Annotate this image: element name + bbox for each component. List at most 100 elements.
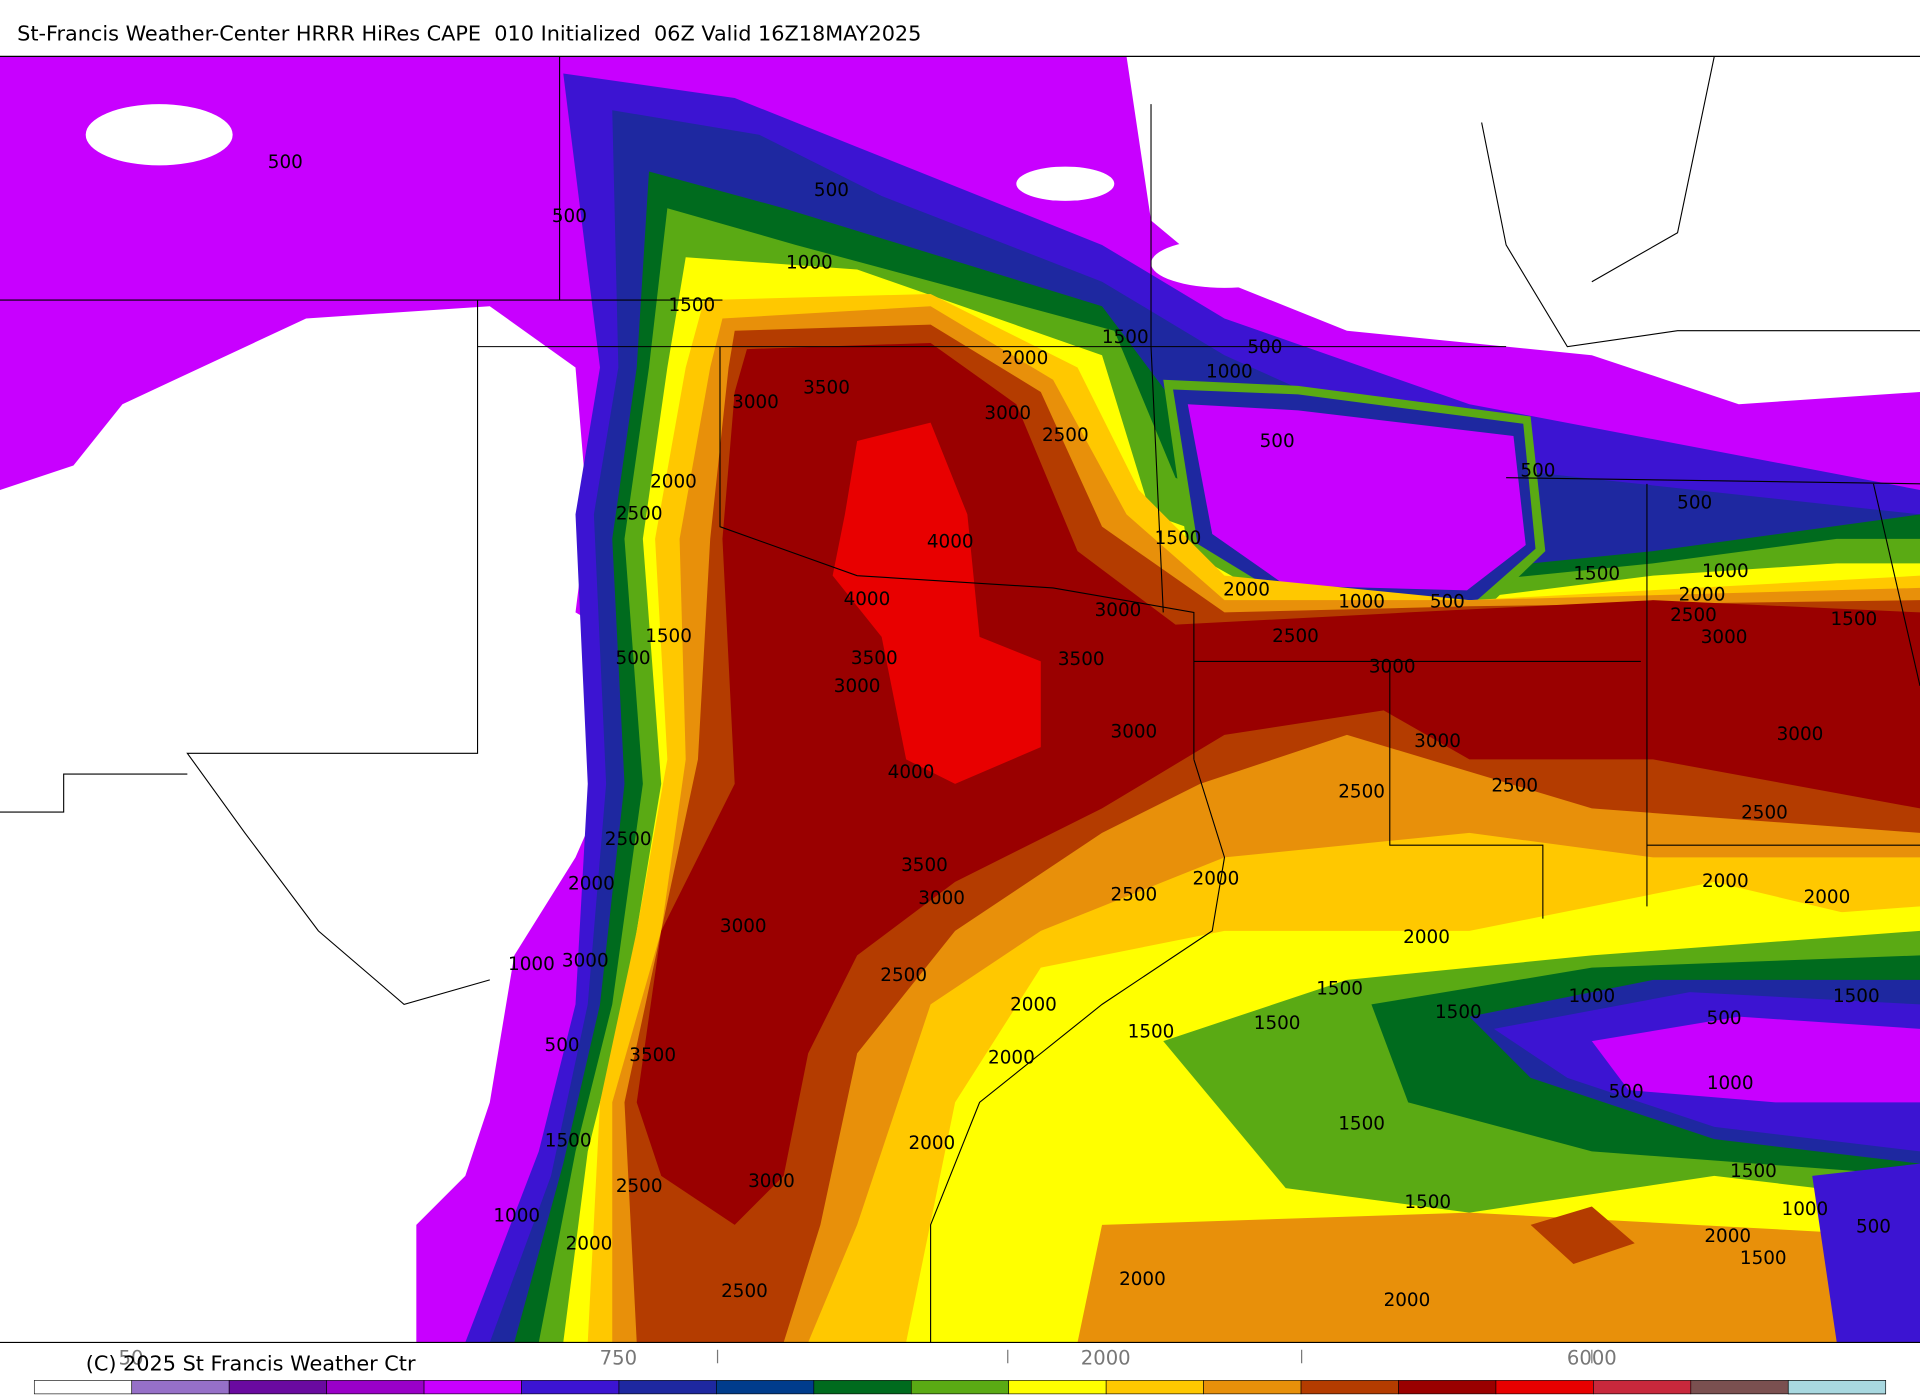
contour-label: 2000 <box>1010 995 1057 1016</box>
contour-label: 2000 <box>908 1133 955 1154</box>
cape-field <box>0 56 1920 1343</box>
contour-label: 2000 <box>1223 579 1270 600</box>
contour-label: 500 <box>814 180 849 201</box>
contour-label: 4000 <box>844 589 891 610</box>
colorbar-swatch <box>910 1380 1010 1395</box>
contour-label: 1500 <box>1155 528 1202 549</box>
contour-label: 500 <box>1520 461 1555 482</box>
contour-label: 3000 <box>562 951 609 972</box>
contour-label: 3500 <box>803 377 850 398</box>
colorbar-swatch <box>1787 1380 1887 1395</box>
colorbar-swatch <box>716 1380 815 1395</box>
contour-label: 3500 <box>629 1045 676 1066</box>
contour-label: 2000 <box>1119 1269 1166 1290</box>
contour-label: 4000 <box>927 532 974 553</box>
contour-label: 2000 <box>1403 927 1450 948</box>
contour-label: 1000 <box>1206 361 1253 382</box>
contour-label: 1000 <box>1707 1073 1754 1094</box>
contour-label: 2000 <box>1679 584 1726 605</box>
contour-label: 2500 <box>721 1281 768 1302</box>
contour-label: 500 <box>616 648 651 669</box>
contour-label: 2500 <box>605 829 652 850</box>
contour-label: 1500 <box>1128 1022 1175 1043</box>
contour-label: 2000 <box>1193 868 1240 889</box>
contour-label: 2500 <box>1272 626 1319 647</box>
contour-label: 1500 <box>1573 563 1620 584</box>
contour-label: 1000 <box>508 954 555 975</box>
contour-label: 1000 <box>493 1205 540 1226</box>
contour-label: 500 <box>1609 1082 1644 1103</box>
contour-label: 2000 <box>1002 348 1049 369</box>
colorbar-swatch <box>1495 1380 1594 1395</box>
contour-labels: 5005005001000150015002000500100030003500… <box>268 152 1891 1311</box>
contour-label: 500 <box>1247 337 1282 358</box>
contour-label: 1500 <box>1740 1248 1787 1269</box>
contour-label: 1000 <box>1568 986 1615 1007</box>
contour-label: 500 <box>545 1035 580 1056</box>
contour-label: 2000 <box>1384 1290 1431 1311</box>
contour-label: 500 <box>1260 431 1295 452</box>
contour-label: 1500 <box>668 295 715 316</box>
contour-label: 3000 <box>1111 721 1158 742</box>
colorbar-swatch <box>618 1380 717 1395</box>
colorbar-swatch <box>423 1380 522 1395</box>
contour-label: 2000 <box>568 873 615 894</box>
contour-label: 3000 <box>720 916 767 937</box>
contour-label: 2000 <box>988 1047 1035 1068</box>
contour-label: 1500 <box>1254 1013 1301 1034</box>
copyright: (C) 2025 St Francis Weather Ctr <box>86 1352 416 1376</box>
contour-label: 1500 <box>1833 986 1880 1007</box>
colorbar-swatch <box>1398 1380 1497 1395</box>
contour-label: 3500 <box>851 648 898 669</box>
contour-label: 2500 <box>616 1176 663 1197</box>
contour-label: 3000 <box>1414 731 1461 752</box>
contour-label: 3500 <box>1058 649 1105 670</box>
contour-label: 1500 <box>1316 979 1363 1000</box>
contour-label: 4000 <box>888 762 935 783</box>
colorbar-swatch <box>33 1380 133 1395</box>
colorbar-label: 2000 <box>1081 1346 1131 1369</box>
contour-label: 1500 <box>1102 327 1149 348</box>
contour-label: 500 <box>1707 1008 1742 1029</box>
contour-label: 500 <box>1677 492 1712 513</box>
colorbar-swatch <box>326 1380 425 1395</box>
contour-label: 3000 <box>748 1171 795 1192</box>
colorbar-swatch <box>131 1380 230 1395</box>
contour-label: 1000 <box>1702 561 1749 582</box>
contour-label: 1500 <box>1338 1113 1385 1134</box>
colorbar-swatch <box>1690 1380 1789 1395</box>
colorbar-swatch <box>1300 1380 1399 1395</box>
contour-label: 1500 <box>1435 1002 1482 1023</box>
contour-label: 3000 <box>984 403 1031 424</box>
contour-label: 3000 <box>918 888 965 909</box>
contour-label: 2500 <box>616 503 663 524</box>
colorbar-label: 50 <box>119 1346 144 1369</box>
state-borders <box>0 55 1920 1343</box>
contour-label: 3000 <box>1701 627 1748 648</box>
contour-label: 1500 <box>1730 1161 1777 1182</box>
contour-label: 1000 <box>1782 1199 1829 1220</box>
contour-label: 1000 <box>786 252 833 273</box>
contour-label: 3500 <box>901 855 948 876</box>
colorbar-swatch <box>1203 1380 1302 1395</box>
colorbar-swatch <box>228 1380 327 1395</box>
contour-label: 1500 <box>545 1131 592 1152</box>
contour-label: 500 <box>268 152 303 173</box>
contour-label: 2500 <box>1670 605 1717 626</box>
contour-label: 3000 <box>1095 600 1142 621</box>
contour-label: 2500 <box>880 965 927 986</box>
colorbar-swatch <box>813 1380 912 1395</box>
contour-label: 2000 <box>650 472 697 493</box>
colorbar-swatch <box>1008 1380 1107 1395</box>
contour-label: 2000 <box>1704 1226 1751 1247</box>
colorbar-label: 750 <box>600 1346 637 1369</box>
contour-label: 2500 <box>1741 802 1788 823</box>
colorbar-swatch <box>521 1380 620 1395</box>
contour-label: 2500 <box>1042 425 1089 446</box>
contour-label: 2500 <box>1338 781 1385 802</box>
contour-label: 500 <box>552 206 587 227</box>
colorbar-swatch <box>1105 1380 1204 1395</box>
contour-label: 3000 <box>1777 724 1824 745</box>
contour-label: 2000 <box>1702 871 1749 892</box>
